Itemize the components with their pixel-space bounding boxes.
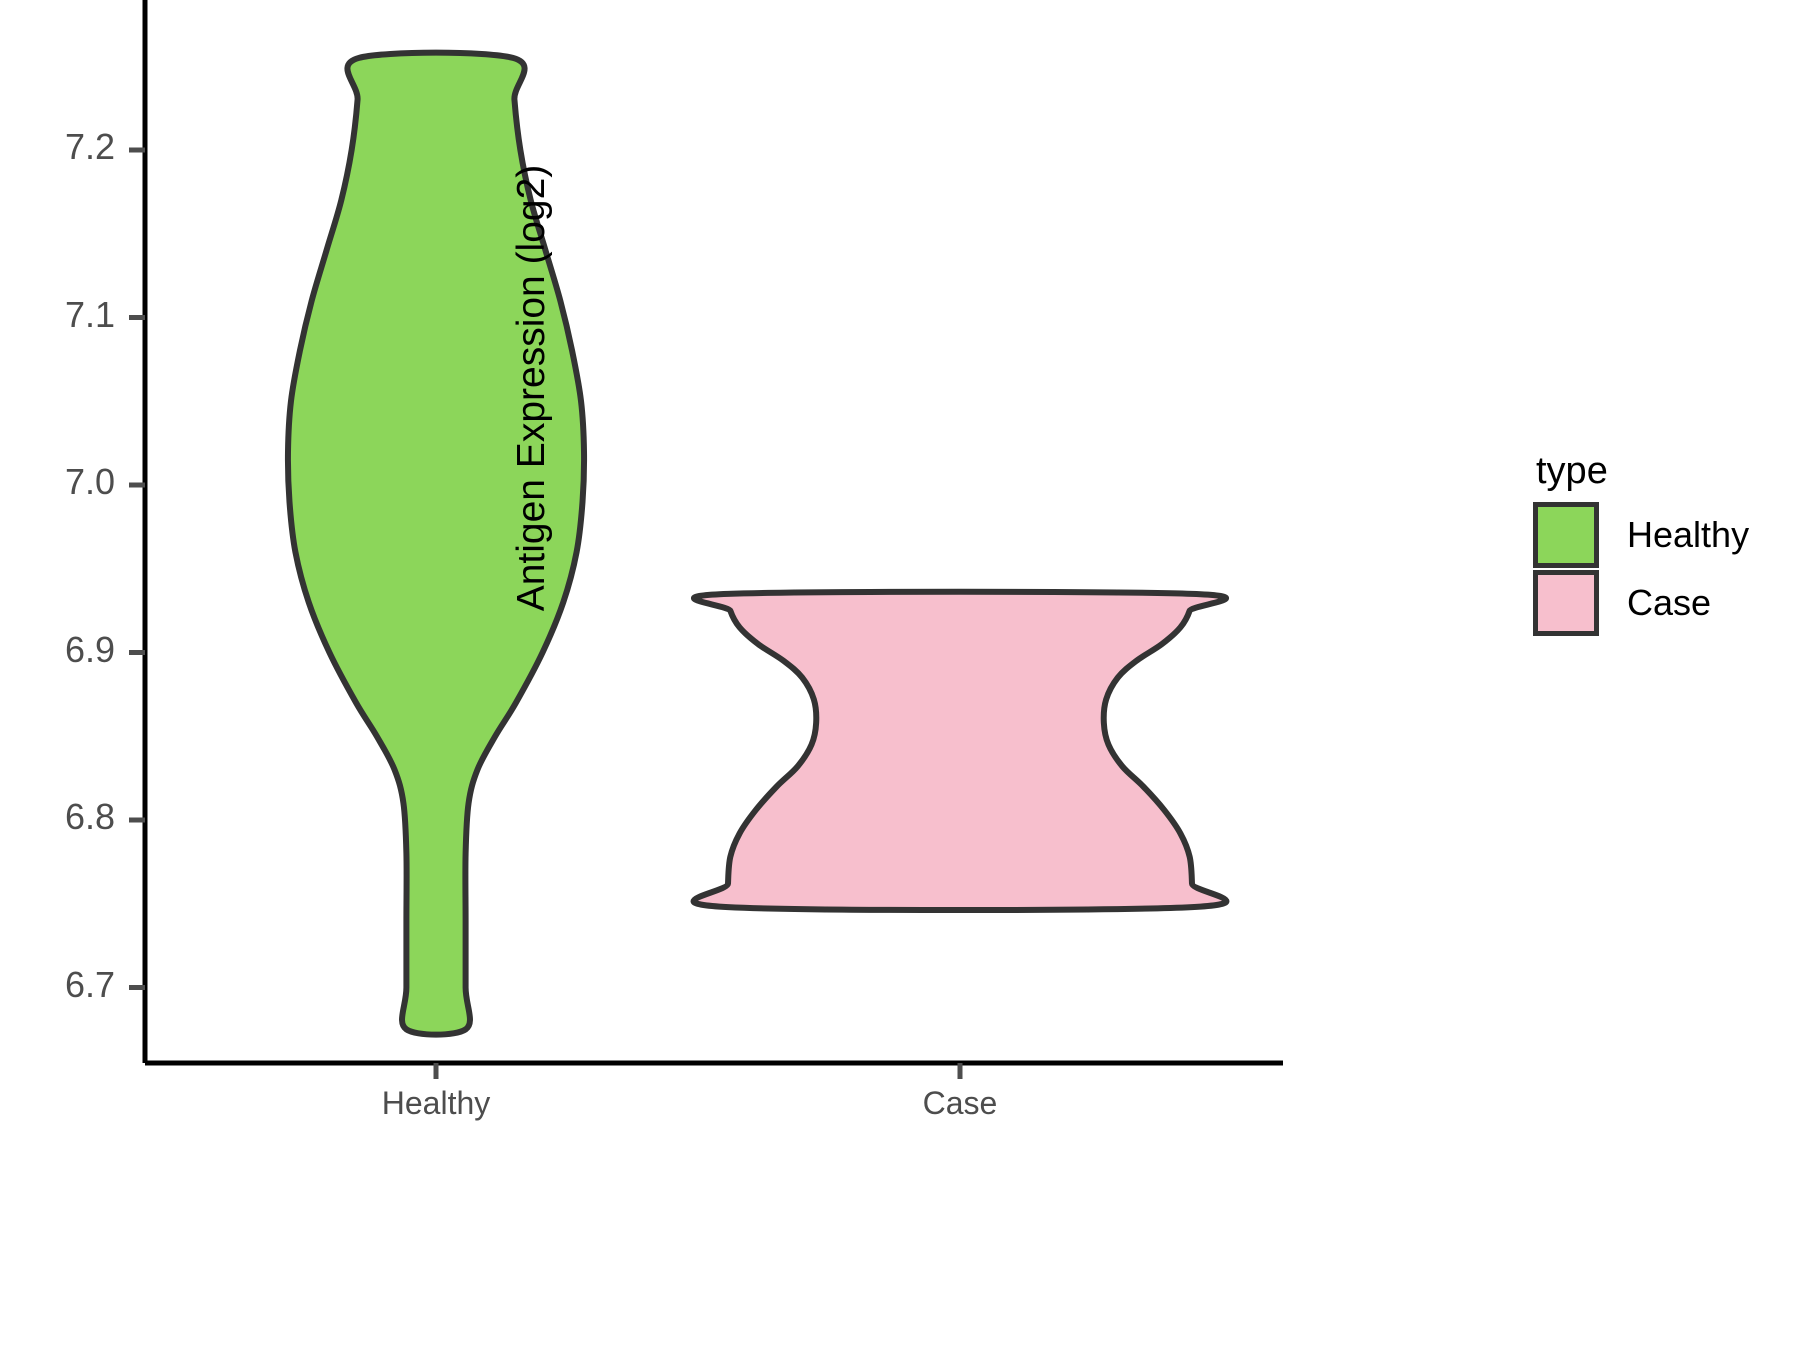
violin-case[interactable] [690,588,1230,914]
x-tick-label: Healthy [381,1085,491,1121]
y-tick-marks [129,147,145,990]
violin-healthy[interactable] [284,49,588,1038]
legend: type Healthy Case [1533,452,1793,638]
axis-lines [129,0,1283,1079]
y-tick-label: 7.1 [64,293,115,335]
legend-title: type [1536,450,1608,492]
legend-label: Healthy [1627,514,1750,555]
legend-items: Healthy Case [1533,502,1793,636]
y-tick-label: 7.0 [64,461,115,502]
y-tick-label: 7.2 [64,126,115,167]
legend-item-case[interactable]: Case [1533,570,1793,636]
legend-swatch-healthy [1533,502,1599,568]
y-tick-label: 6.9 [64,628,115,670]
legend-swatch-case [1533,570,1599,636]
y-tick-label: 6.8 [64,796,115,837]
y-tick-label: 6.7 [64,963,115,1005]
x-tick-label: Case [922,1085,998,1121]
violin-shapes [284,49,1230,1038]
legend-label: Case [1627,582,1712,623]
legend-item-healthy[interactable]: Healthy [1533,502,1793,568]
x-tick-marks [433,1063,963,1079]
